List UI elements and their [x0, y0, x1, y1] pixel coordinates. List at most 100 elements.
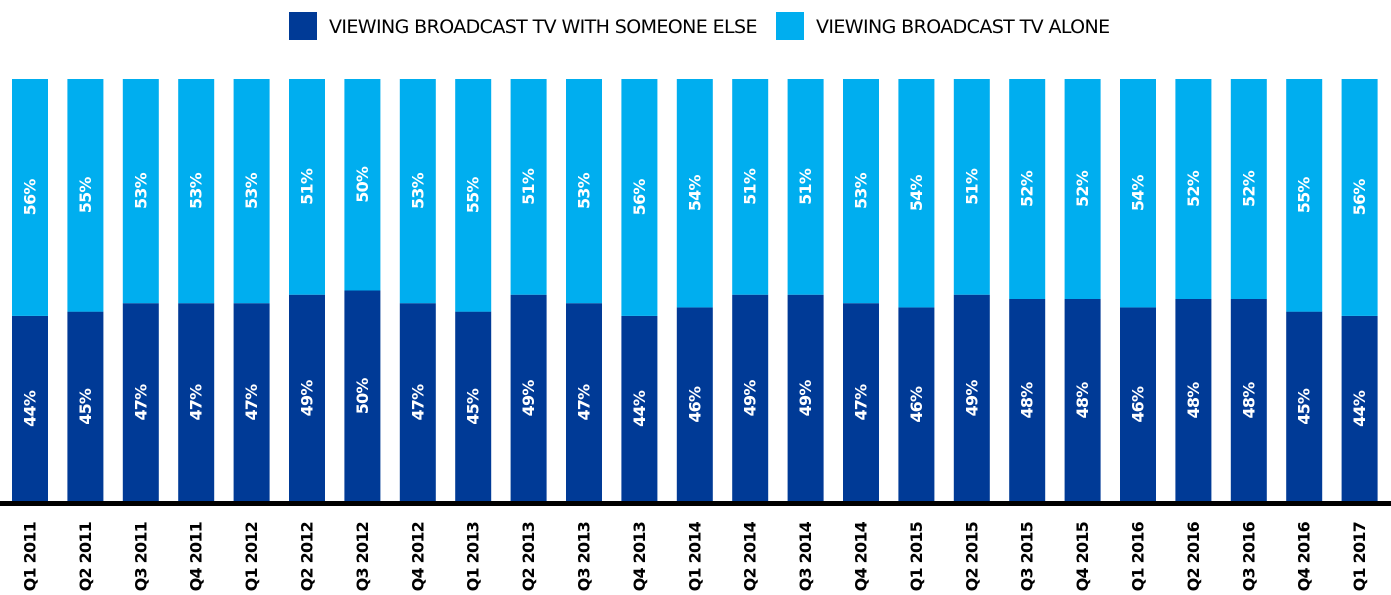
data-label-alone: 51%: [298, 168, 317, 205]
bar-segment-alone: [67, 79, 104, 312]
x-axis-tick-labels: Q1 2011 Q2 2011 Q3 2011 Q4 2011 Q1 2012 Q2 20…: [21, 521, 1370, 591]
data-label-alone: 55%: [76, 177, 95, 214]
x-tick-label: Q4 2012: [408, 522, 427, 591]
bar-segment-alone: [510, 79, 547, 295]
data-label-with-someone-else: 44%: [630, 390, 649, 427]
bar-segment-with-someone-else: [621, 315, 658, 502]
bar-segment-with-someone-else: [843, 303, 879, 502]
bars-group: 44% 56% 45% 55% 47% 53% 47% 53% 47% 53% 49% 51% 50% 5…: [12, 79, 1378, 502]
data-label-alone: 53%: [242, 172, 261, 209]
x-tick-label: Q4 2013: [630, 522, 649, 591]
bar-segment-with-someone-else: [787, 294, 824, 502]
bar-segment-alone: [289, 79, 325, 295]
bar-segment-alone: [732, 79, 769, 295]
data-label-with-someone-else: 49%: [298, 380, 317, 417]
data-label-alone: 56%: [630, 179, 649, 216]
data-label-with-someone-else: 46%: [907, 386, 926, 423]
x-tick-label: Q2 2014: [741, 521, 760, 591]
x-tick-label: Q2 2011: [76, 521, 95, 591]
bar-segment-with-someone-else: [510, 294, 547, 502]
x-tick-label: Q3 2016: [1239, 521, 1258, 591]
bar-segment-alone: [787, 79, 824, 295]
bar-segment-with-someone-else: [67, 311, 104, 502]
bar-segment-alone: [399, 79, 436, 304]
data-label-with-someone-else: 45%: [76, 388, 95, 425]
x-tick-label: Q3 2012: [353, 522, 372, 591]
x-tick-label: Q2 2015: [962, 521, 981, 591]
x-tick-label: Q1 2011: [21, 521, 40, 591]
data-label-with-someone-else: 47%: [187, 384, 206, 421]
x-tick-label: Q4 2016: [1295, 521, 1314, 591]
bar-segment-with-someone-else: [953, 294, 990, 502]
data-label-alone: 54%: [685, 174, 704, 211]
data-label-alone: 53%: [187, 172, 206, 209]
bar-segment-with-someone-else: [1286, 311, 1323, 502]
data-label-alone: 53%: [408, 172, 427, 209]
bar-segment-with-someone-else: [455, 311, 492, 502]
x-tick-label: Q2 2016: [1184, 521, 1203, 591]
data-label-alone: 55%: [464, 177, 483, 214]
x-tick-label: Q1 2013: [464, 522, 483, 591]
data-label-with-someone-else: 47%: [242, 384, 261, 421]
data-label-with-someone-else: 44%: [21, 390, 40, 427]
bar-segment-alone: [12, 79, 48, 316]
data-label-alone: 51%: [741, 168, 760, 205]
bar-segment-with-someone-else: [1009, 299, 1046, 502]
bar-segment-alone: [621, 79, 658, 316]
data-label-with-someone-else: 49%: [741, 380, 760, 417]
bar-segment-with-someone-else: [122, 303, 159, 502]
data-label-with-someone-else: 48%: [1184, 382, 1203, 419]
chart-legend: VIEWING BROADCAST TV WITH SOMEONE ELSE V…: [289, 12, 1110, 40]
bar-segment-with-someone-else: [399, 303, 436, 502]
bar-segment-with-someone-else: [289, 294, 325, 502]
x-tick-label: Q1 2012: [242, 522, 261, 591]
x-tick-label: Q4 2015: [1073, 521, 1092, 591]
data-label-with-someone-else: 50%: [353, 378, 372, 415]
x-tick-label: Q2 2013: [519, 522, 538, 591]
x-tick-label: Q3 2014: [796, 521, 815, 591]
bar-segment-alone: [566, 79, 602, 304]
data-label-with-someone-else: 48%: [1073, 382, 1092, 419]
bar-segment-alone: [843, 79, 879, 304]
x-tick-label: Q3 2015: [1018, 521, 1037, 591]
data-label-alone: 52%: [1073, 170, 1092, 207]
bar-segment-alone: [1175, 79, 1212, 299]
legend-label-alone: VIEWING BROADCAST TV ALONE: [816, 16, 1110, 38]
legend-swatch-with-someone-else: [289, 12, 317, 40]
bar-segment-with-someone-else: [344, 290, 381, 502]
bar-segment-alone: [455, 79, 492, 312]
bar-segment-alone: [1064, 79, 1101, 299]
bar-segment-with-someone-else: [898, 307, 935, 502]
x-tick-label: Q4 2014: [852, 521, 871, 591]
data-label-alone: 56%: [21, 179, 40, 216]
data-label-alone: 52%: [1018, 170, 1037, 207]
bar-segment-alone: [676, 79, 713, 308]
data-label-alone: 54%: [1129, 174, 1148, 211]
bar-segment-with-someone-else: [1175, 299, 1212, 502]
x-tick-label: Q4 2011: [187, 521, 206, 591]
data-label-alone: 53%: [131, 172, 150, 209]
x-tick-label: Q1 2016: [1129, 521, 1148, 591]
bar-segment-with-someone-else: [1341, 315, 1378, 502]
data-label-alone: 54%: [907, 174, 926, 211]
x-tick-label: Q1 2015: [907, 521, 926, 591]
data-label-with-someone-else: 47%: [575, 384, 594, 421]
bar-segment-alone: [233, 79, 270, 304]
bar-segment-alone: [122, 79, 159, 304]
data-label-alone: 51%: [796, 168, 815, 205]
data-label-alone: 53%: [852, 172, 871, 209]
data-label-alone: 51%: [519, 168, 538, 205]
data-label-with-someone-else: 49%: [519, 380, 538, 417]
bar-segment-with-someone-else: [12, 315, 48, 502]
x-tick-label: Q3 2013: [575, 522, 594, 591]
data-label-with-someone-else: 46%: [685, 386, 704, 423]
data-label-with-someone-else: 47%: [852, 384, 871, 421]
data-label-with-someone-else: 46%: [1129, 386, 1148, 423]
data-label-alone: 50%: [353, 166, 372, 203]
data-label-with-someone-else: 47%: [131, 384, 150, 421]
data-label-alone: 53%: [575, 172, 594, 209]
x-tick-label: Q1 2014: [685, 521, 704, 591]
bar-segment-with-someone-else: [233, 303, 270, 502]
x-tick-label: Q3 2011: [131, 521, 150, 591]
